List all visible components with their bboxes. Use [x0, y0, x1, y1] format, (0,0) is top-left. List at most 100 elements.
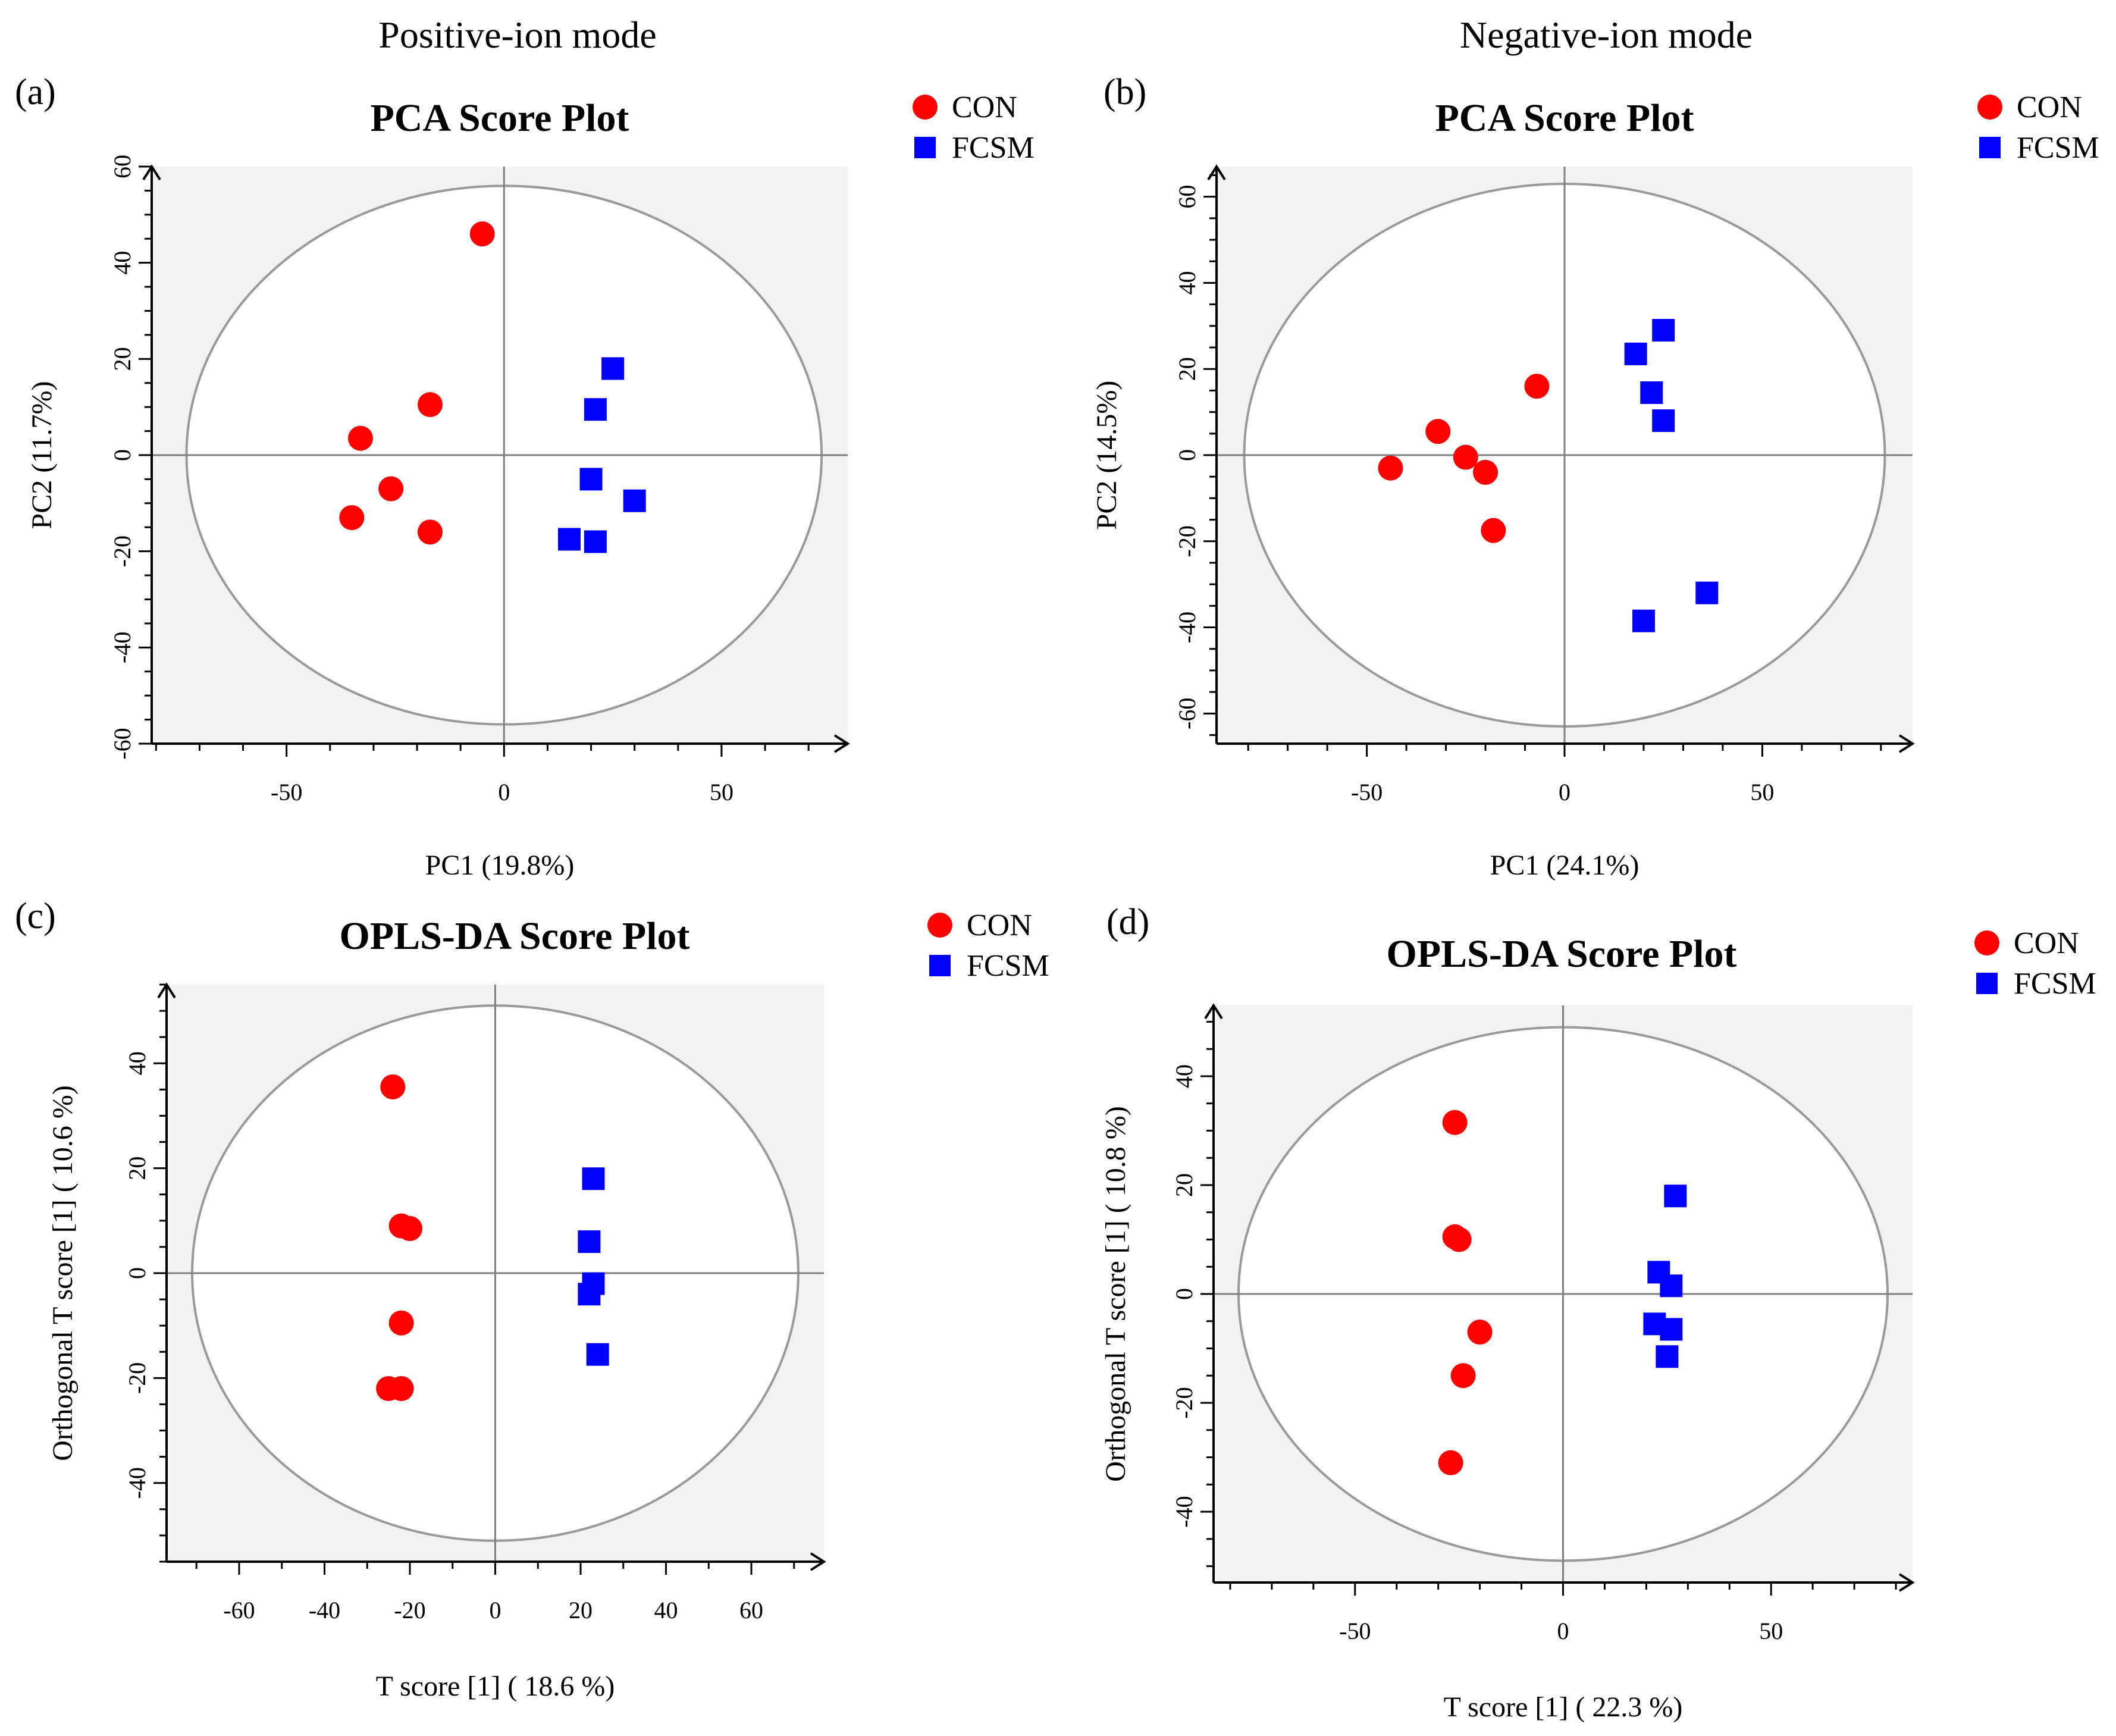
y-tick-label: 0 [124, 1267, 151, 1279]
data-point-con [380, 1074, 406, 1099]
y-tick-label: 20 [109, 347, 136, 371]
data-point-fcsm [578, 1283, 601, 1306]
x-tick-label: 40 [654, 1597, 678, 1624]
data-point-fcsm [623, 489, 646, 512]
y-tick-label: 60 [109, 155, 136, 178]
negative-ion-mode-heading: Negative-ion mode [1460, 14, 1753, 56]
y-tick-label: -20 [124, 1362, 151, 1394]
legend-label-con: CON [952, 90, 1017, 124]
legend-marker-fcsm [914, 137, 936, 158]
panel-label: (d) [1106, 902, 1149, 942]
y-tick-label: 40 [1174, 271, 1200, 294]
y-axis-label: Orthogonal T score [1] ( 10.6 %) [47, 1085, 79, 1461]
data-point-fcsm [1640, 381, 1663, 405]
x-tick-label: -50 [1339, 1618, 1371, 1644]
data-point-con [1425, 419, 1451, 444]
x-tick-label: 0 [1559, 779, 1570, 806]
plot-title: OPLS-DA Score Plot [1386, 932, 1736, 976]
data-point-fcsm [1664, 1185, 1687, 1208]
x-axis-label: PC1 (19.8%) [425, 850, 575, 881]
data-point-fcsm [584, 398, 607, 421]
data-point-con [469, 221, 495, 247]
x-tick-label: 0 [490, 1597, 501, 1624]
data-point-con [1450, 1363, 1476, 1389]
legend-label-fcsm: FCSM [2017, 131, 2099, 165]
legend-marker-con [927, 913, 952, 938]
data-point-con [1446, 1227, 1472, 1252]
data-point-con [1453, 444, 1478, 470]
x-axis-label: PC1 (24.1%) [1490, 850, 1639, 881]
data-point-fcsm [1624, 342, 1647, 365]
legend-marker-con [1974, 930, 1999, 955]
panel-label: (c) [15, 896, 56, 936]
legend-marker-fcsm [1976, 973, 1998, 994]
data-point-con [1378, 455, 1403, 481]
data-point-con [1473, 459, 1499, 485]
x-tick-label: 50 [710, 779, 733, 806]
data-point-fcsm [1660, 1274, 1683, 1298]
x-axis-arrow [1898, 734, 1915, 753]
x-axis-arrow [810, 1552, 826, 1571]
x-axis-label: T score [1] ( 18.6 %) [376, 1671, 615, 1702]
legend-label-con: CON [967, 908, 1032, 942]
y-tick-label: 20 [124, 1157, 151, 1180]
panel-label: (b) [1104, 72, 1146, 112]
plot-title: OPLS-DA Score Plot [339, 914, 689, 958]
y-tick-label: 0 [109, 449, 136, 461]
y-tick-label: 40 [109, 251, 136, 275]
y-tick-label: 0 [1171, 1288, 1198, 1300]
data-point-fcsm [1652, 319, 1675, 342]
data-point-con [339, 505, 365, 531]
data-point-con [418, 519, 443, 545]
y-axis-arrow [1204, 1003, 1223, 1020]
legend-label-con: CON [2017, 90, 2082, 124]
legend-label-fcsm: FCSM [2014, 967, 2096, 1001]
y-tick-label: 60 [1174, 185, 1200, 209]
x-tick-label: 0 [1557, 1618, 1569, 1644]
panel-label: (a) [15, 72, 56, 112]
plot-title: PCA Score Plot [1435, 96, 1694, 140]
y-tick-label: 20 [1174, 357, 1200, 381]
data-point-fcsm [558, 528, 581, 551]
legend-label-con: CON [2014, 926, 2079, 960]
legend-marker-con [913, 95, 938, 120]
y-tick-label: -40 [109, 632, 136, 663]
legend-marker-fcsm [1979, 137, 2001, 158]
data-point-fcsm [1660, 1318, 1683, 1341]
data-point-fcsm [579, 468, 603, 491]
y-tick-label: -40 [1174, 612, 1200, 643]
data-point-con [418, 392, 443, 418]
x-tick-label: 20 [569, 1597, 593, 1624]
y-tick-label: 40 [1171, 1064, 1198, 1088]
data-point-con [388, 1376, 414, 1401]
panel-d: -50 0 50 -40 -20 0 20 40 (d) OPLS-DA Score Plot T … [1100, 902, 2096, 1723]
y-tick-label: -60 [109, 728, 136, 759]
data-point-fcsm [1656, 1345, 1679, 1368]
x-tick-label: 50 [1750, 779, 1774, 806]
panel-c: -60 -40 -20 0 20 40 60 -40 -20 0 20 40 (c) OPLS-DA Sc… [15, 896, 1049, 1702]
x-tick-label: -40 [309, 1597, 340, 1624]
data-point-con [1438, 1450, 1463, 1475]
y-tick-label: -20 [1174, 525, 1200, 557]
x-axis-arrow [1898, 1573, 1915, 1592]
x-tick-label: 0 [498, 779, 510, 806]
x-tick-label: 60 [739, 1597, 763, 1624]
x-tick-label: -50 [271, 779, 302, 806]
panel-a: -50 0 50 -60 -40 -20 0 20 40 60 (a) PCA Score Plot P… [15, 72, 1035, 881]
y-tick-label: 20 [1171, 1173, 1198, 1197]
data-point-fcsm [601, 357, 625, 380]
x-axis-label: T score [1] ( 22.3 %) [1444, 1691, 1683, 1723]
x-tick-label: -20 [394, 1597, 425, 1624]
legend-label-fcsm: FCSM [967, 949, 1049, 983]
plot-title: PCA Score Plot [370, 96, 629, 140]
y-axis-label: PC2 (14.5%) [1091, 381, 1123, 530]
y-tick-label: -20 [109, 535, 136, 567]
x-axis-arrow [833, 734, 850, 753]
y-tick-label: -60 [1174, 698, 1200, 729]
legend-marker-con [1977, 95, 2002, 120]
data-point-fcsm [1652, 409, 1675, 433]
y-tick-label: -40 [1171, 1496, 1198, 1527]
data-point-con [378, 476, 404, 502]
y-axis-label: PC2 (11.7%) [26, 381, 58, 529]
